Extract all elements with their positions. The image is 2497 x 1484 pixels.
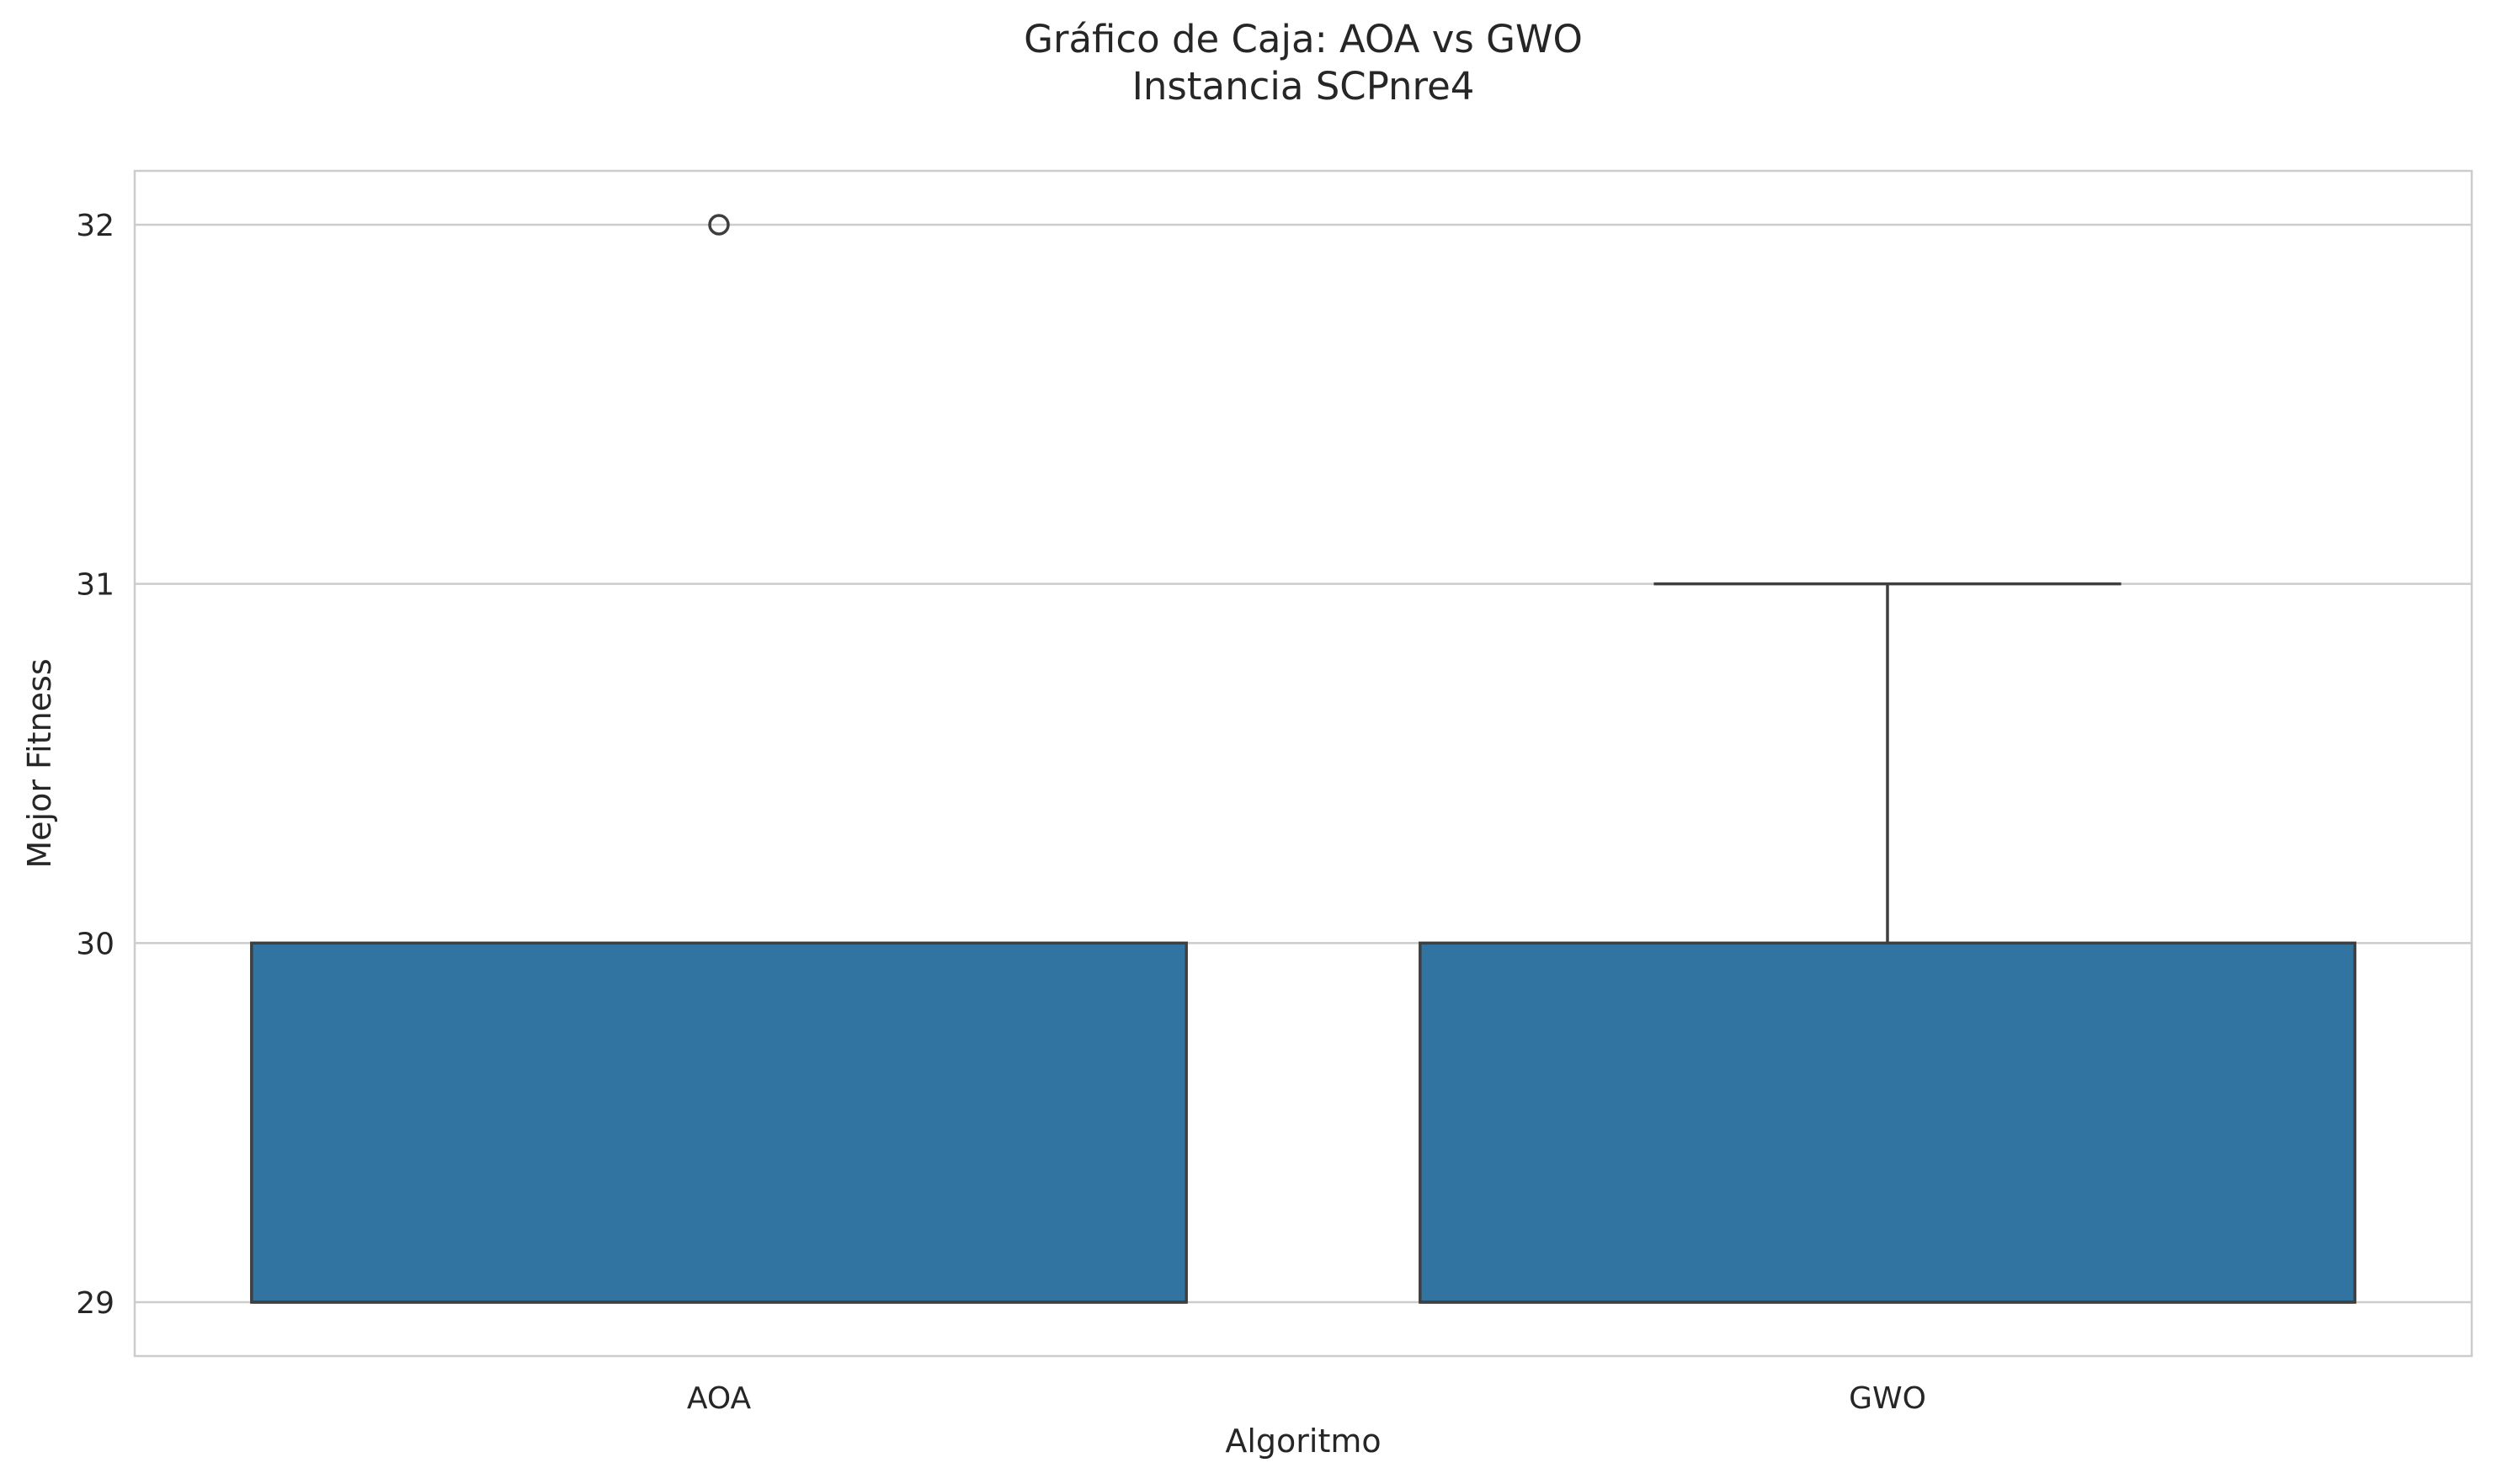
x-tick-label: GWO xyxy=(1849,1381,1926,1416)
plot-frame xyxy=(133,169,2473,1358)
y-tick-labels: 29 30 31 32 xyxy=(76,209,114,1321)
box-aoa xyxy=(250,941,1188,1304)
x-axis-label: Algoritmo xyxy=(1225,1423,1381,1460)
y-tick-label: 31 xyxy=(76,568,114,603)
y-axis-label: Mejor Fitness xyxy=(21,658,58,868)
x-tick-labels: AOA GWO xyxy=(687,1381,1926,1416)
y-tick-label: 29 xyxy=(76,1286,114,1321)
y-tick-label: 30 xyxy=(76,927,114,961)
chart-subtitle: Instancia SCPnre4 xyxy=(1132,64,1475,109)
chart-title: Gráfico de Caja: AOA vs GWO xyxy=(1024,17,1583,61)
box-gwo xyxy=(1419,941,2356,1304)
outlier-point xyxy=(708,214,730,236)
x-tick-label: AOA xyxy=(687,1381,752,1416)
boxes-group xyxy=(250,214,2356,1304)
y-tick-label: 32 xyxy=(76,209,114,243)
